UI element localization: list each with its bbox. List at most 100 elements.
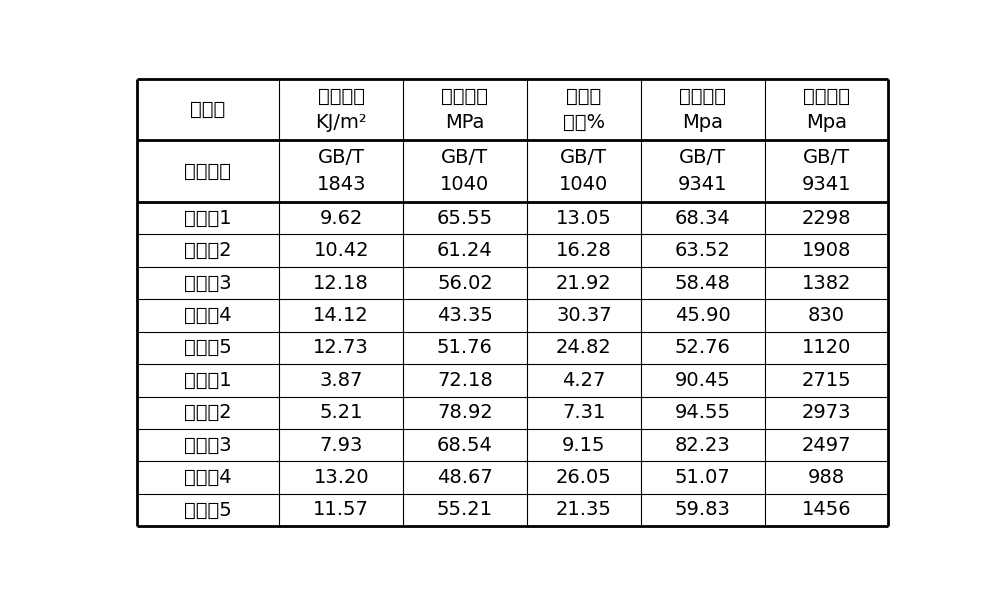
Text: 21.35: 21.35 [556, 501, 612, 519]
Bar [765, 429, 888, 461]
Bar [403, 202, 527, 234]
Text: 1456: 1456 [802, 501, 851, 519]
Text: 56.02: 56.02 [437, 274, 493, 292]
Text: GB/T
1040: GB/T 1040 [559, 149, 608, 194]
Bar [137, 364, 279, 397]
Bar [403, 429, 527, 461]
Bar [403, 364, 527, 397]
Bar [765, 494, 888, 526]
Text: 实施例4: 实施例4 [184, 306, 232, 325]
Bar [279, 140, 403, 202]
Bar [403, 461, 527, 494]
Text: 7.93: 7.93 [320, 435, 363, 455]
Text: 5.21: 5.21 [319, 403, 363, 422]
Bar [403, 234, 527, 267]
Bar [527, 332, 641, 364]
Text: 10.42: 10.42 [313, 241, 369, 260]
Bar [137, 79, 279, 140]
Text: 实施例1: 实施例1 [184, 208, 232, 228]
Text: 测试标准: 测试标准 [184, 162, 231, 181]
Text: 2497: 2497 [802, 435, 851, 455]
Bar [527, 300, 641, 332]
Bar [279, 332, 403, 364]
Bar [765, 234, 888, 267]
Text: 拉伸强度
MPa: 拉伸强度 MPa [441, 87, 488, 132]
Bar [527, 364, 641, 397]
Text: 弯曲模量
Mpa: 弯曲模量 Mpa [803, 87, 850, 132]
Bar [641, 140, 765, 202]
Text: 1382: 1382 [802, 274, 851, 292]
Bar [403, 300, 527, 332]
Text: GB/T
9341: GB/T 9341 [678, 149, 728, 194]
Text: 30.37: 30.37 [556, 306, 612, 325]
Text: 72.18: 72.18 [437, 371, 493, 390]
Bar [641, 332, 765, 364]
Bar [279, 79, 403, 140]
Text: 24.82: 24.82 [556, 338, 612, 358]
Bar [641, 79, 765, 140]
Bar [279, 267, 403, 300]
Text: 对比例1: 对比例1 [184, 371, 232, 390]
Bar [765, 461, 888, 494]
Text: 冲击强度
KJ/m²: 冲击强度 KJ/m² [315, 87, 367, 132]
Bar [765, 140, 888, 202]
Bar [279, 429, 403, 461]
Bar [765, 364, 888, 397]
Text: GB/T
9341: GB/T 9341 [802, 149, 851, 194]
Text: 1908: 1908 [802, 241, 851, 260]
Text: 7.31: 7.31 [562, 403, 606, 422]
Bar [641, 364, 765, 397]
Text: 13.05: 13.05 [556, 208, 612, 228]
Text: 实施例5: 实施例5 [184, 338, 232, 358]
Bar [765, 202, 888, 234]
Text: 9.15: 9.15 [562, 435, 606, 455]
Bar [527, 494, 641, 526]
Bar [403, 397, 527, 429]
Text: 14.12: 14.12 [313, 306, 369, 325]
Text: 实施例: 实施例 [190, 100, 226, 119]
Bar [527, 461, 641, 494]
Bar [765, 79, 888, 140]
Text: GB/T
1843: GB/T 1843 [316, 149, 366, 194]
Bar [137, 234, 279, 267]
Bar [641, 461, 765, 494]
Text: 2298: 2298 [802, 208, 851, 228]
Text: 45.90: 45.90 [675, 306, 731, 325]
Text: 58.48: 58.48 [675, 274, 731, 292]
Text: 实施例2: 实施例2 [184, 241, 232, 260]
Bar [279, 202, 403, 234]
Text: 988: 988 [808, 468, 845, 487]
Text: GB/T
1040: GB/T 1040 [440, 149, 490, 194]
Text: 实施例3: 实施例3 [184, 274, 232, 292]
Bar [279, 364, 403, 397]
Text: 55.21: 55.21 [437, 501, 493, 519]
Bar [641, 397, 765, 429]
Bar [279, 461, 403, 494]
Bar [137, 429, 279, 461]
Bar [137, 494, 279, 526]
Bar [527, 79, 641, 140]
Text: 21.92: 21.92 [556, 274, 612, 292]
Bar [137, 267, 279, 300]
Bar [765, 267, 888, 300]
Bar [403, 332, 527, 364]
Text: 63.52: 63.52 [675, 241, 731, 260]
Bar [527, 267, 641, 300]
Text: 65.55: 65.55 [437, 208, 493, 228]
Text: 51.76: 51.76 [437, 338, 493, 358]
Text: 11.57: 11.57 [313, 501, 369, 519]
Text: 9.62: 9.62 [320, 208, 363, 228]
Text: 对比例3: 对比例3 [184, 435, 232, 455]
Bar [137, 202, 279, 234]
Bar [765, 397, 888, 429]
Text: 68.34: 68.34 [675, 208, 731, 228]
Bar [641, 234, 765, 267]
Text: 90.45: 90.45 [675, 371, 731, 390]
Bar [279, 397, 403, 429]
Text: 弯曲强度
Mpa: 弯曲强度 Mpa [679, 87, 726, 132]
Text: 对比例5: 对比例5 [184, 501, 232, 519]
Text: 51.07: 51.07 [675, 468, 731, 487]
Bar [527, 202, 641, 234]
Bar [137, 332, 279, 364]
Text: 68.54: 68.54 [437, 435, 493, 455]
